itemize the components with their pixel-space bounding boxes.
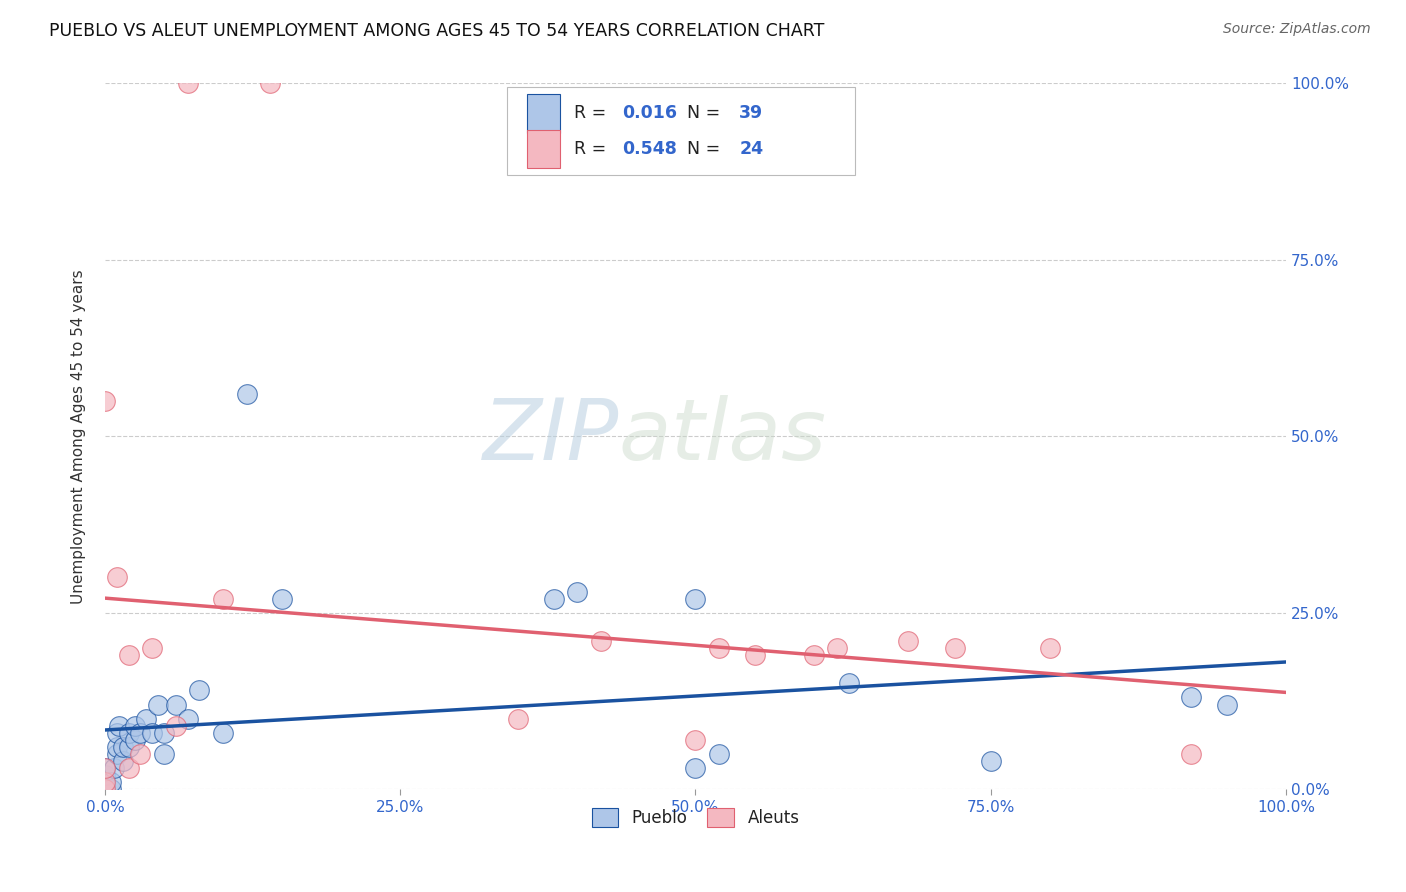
- Point: [94, 761, 117, 775]
- Point: [980, 754, 1002, 768]
- Point: [508, 712, 530, 726]
- Point: [111, 754, 134, 768]
- Text: 24: 24: [740, 140, 763, 158]
- Y-axis label: Unemployment Among Ages 45 to 54 years: Unemployment Among Ages 45 to 54 years: [72, 269, 86, 604]
- Text: R =: R =: [574, 104, 612, 122]
- Point: [94, 779, 117, 793]
- Text: R =: R =: [574, 140, 612, 158]
- Point: [100, 782, 122, 797]
- Point: [212, 591, 235, 606]
- Point: [100, 775, 122, 789]
- Text: N =: N =: [688, 104, 725, 122]
- Point: [838, 676, 860, 690]
- Point: [165, 698, 187, 712]
- Point: [235, 387, 257, 401]
- Point: [141, 641, 163, 656]
- FancyBboxPatch shape: [527, 94, 560, 133]
- Text: 0.548: 0.548: [623, 140, 678, 158]
- Point: [117, 648, 139, 662]
- Text: atlas: atlas: [619, 395, 827, 478]
- Point: [1216, 698, 1239, 712]
- Legend: Pueblo, Aleuts: Pueblo, Aleuts: [585, 801, 806, 834]
- Point: [124, 732, 146, 747]
- Point: [141, 725, 163, 739]
- Point: [146, 698, 169, 712]
- Point: [188, 683, 211, 698]
- Point: [105, 739, 128, 754]
- Point: [1180, 747, 1202, 761]
- Point: [271, 591, 294, 606]
- Text: ZIP: ZIP: [482, 395, 619, 478]
- Point: [94, 782, 117, 797]
- Point: [103, 761, 125, 775]
- Point: [943, 641, 966, 656]
- Point: [897, 634, 920, 648]
- Text: Source: ZipAtlas.com: Source: ZipAtlas.com: [1223, 22, 1371, 37]
- Point: [129, 725, 152, 739]
- Point: [94, 782, 117, 797]
- Point: [825, 641, 848, 656]
- Point: [1180, 690, 1202, 705]
- Point: [117, 725, 139, 739]
- Point: [744, 648, 766, 662]
- Point: [685, 591, 707, 606]
- Point: [1039, 641, 1062, 656]
- Point: [105, 747, 128, 761]
- Point: [567, 584, 589, 599]
- Text: N =: N =: [688, 140, 725, 158]
- Point: [707, 747, 730, 761]
- Point: [129, 747, 152, 761]
- Point: [707, 641, 730, 656]
- Point: [111, 739, 134, 754]
- Point: [176, 712, 198, 726]
- Point: [176, 77, 198, 91]
- Point: [94, 775, 117, 789]
- Point: [165, 719, 187, 733]
- Point: [543, 591, 565, 606]
- Point: [105, 570, 128, 584]
- Text: 0.016: 0.016: [623, 104, 678, 122]
- Point: [135, 712, 157, 726]
- Point: [153, 747, 176, 761]
- FancyBboxPatch shape: [506, 87, 855, 175]
- Point: [117, 739, 139, 754]
- Point: [212, 725, 235, 739]
- Text: 39: 39: [740, 104, 763, 122]
- Point: [105, 725, 128, 739]
- Point: [589, 634, 612, 648]
- FancyBboxPatch shape: [527, 129, 560, 169]
- Point: [124, 719, 146, 733]
- Point: [108, 719, 131, 733]
- Point: [94, 768, 117, 782]
- Point: [94, 761, 117, 775]
- Point: [685, 732, 707, 747]
- Point: [685, 761, 707, 775]
- Point: [94, 775, 117, 789]
- Point: [117, 761, 139, 775]
- Point: [803, 648, 825, 662]
- Point: [259, 77, 281, 91]
- Point: [153, 725, 176, 739]
- Point: [94, 394, 117, 409]
- Text: PUEBLO VS ALEUT UNEMPLOYMENT AMONG AGES 45 TO 54 YEARS CORRELATION CHART: PUEBLO VS ALEUT UNEMPLOYMENT AMONG AGES …: [49, 22, 824, 40]
